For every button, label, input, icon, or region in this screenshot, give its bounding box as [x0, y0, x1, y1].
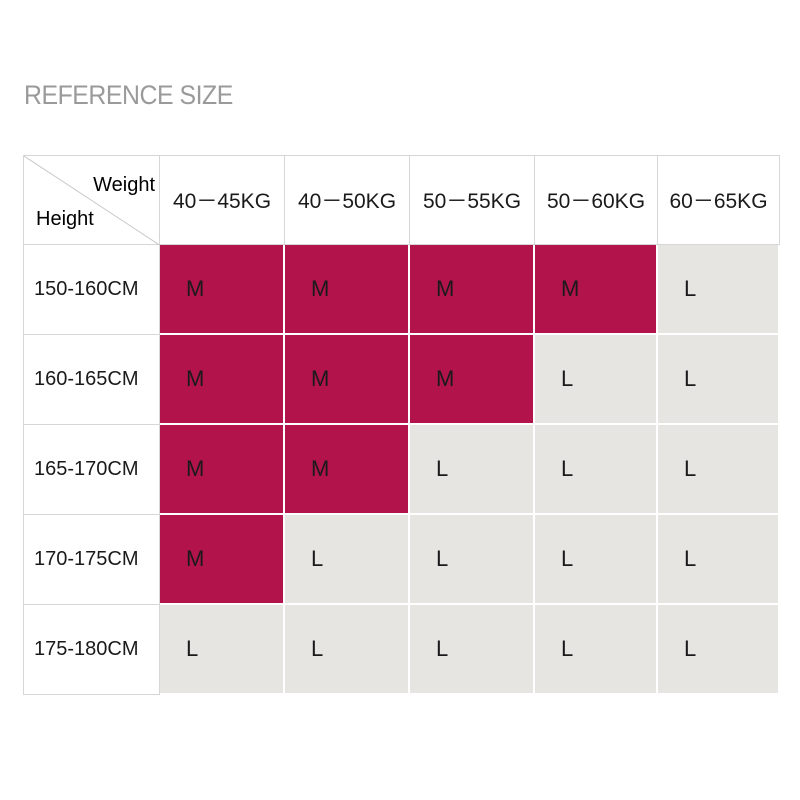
size-cell: L: [160, 605, 285, 695]
size-cell: M: [160, 425, 285, 515]
size-cell: L: [658, 245, 780, 335]
size-cell: M: [410, 245, 535, 335]
size-cell: L: [535, 515, 658, 605]
row-label: 150-160CM: [23, 245, 160, 335]
size-cell: M: [410, 335, 535, 425]
column-header: 60－65KG: [658, 155, 780, 245]
size-cell: L: [658, 335, 780, 425]
column-header: 40－45KG: [160, 155, 285, 245]
size-cell: L: [658, 425, 780, 515]
row-label: 165-170CM: [23, 425, 160, 515]
column-header: 50－60KG: [535, 155, 658, 245]
size-cell: M: [285, 425, 410, 515]
row-label: 170-175CM: [23, 515, 160, 605]
size-cell: L: [535, 335, 658, 425]
size-cell: L: [535, 425, 658, 515]
column-header: 40－50KG: [285, 155, 410, 245]
row-label: 175-180CM: [23, 605, 160, 695]
size-cell: L: [658, 605, 780, 695]
size-cell: L: [285, 605, 410, 695]
size-cell: L: [410, 515, 535, 605]
diagonal: [24, 156, 161, 246]
size-cell: L: [410, 425, 535, 515]
size-cell: M: [285, 245, 410, 335]
size-cell: M: [160, 245, 285, 335]
size-cell: M: [160, 335, 285, 425]
size-cell: L: [535, 605, 658, 695]
corner-cell: Weight Height: [23, 155, 161, 246]
size-cell: L: [658, 515, 780, 605]
size-cell: M: [160, 515, 285, 605]
title: REFERENCE SIZE: [24, 80, 233, 110]
column-header: 50－55KG: [410, 155, 535, 245]
height-label: Height: [36, 208, 94, 230]
size-table: Weight Height 40－45KG 40－50KG 50－55KG 50－60…: [23, 155, 780, 695]
size-cell: L: [410, 605, 535, 695]
weight-label: Weight: [93, 174, 155, 196]
size-cell: M: [535, 245, 658, 335]
row-label: 160-165CM: [23, 335, 160, 425]
size-cell: L: [285, 515, 410, 605]
size-cell: M: [285, 335, 410, 425]
